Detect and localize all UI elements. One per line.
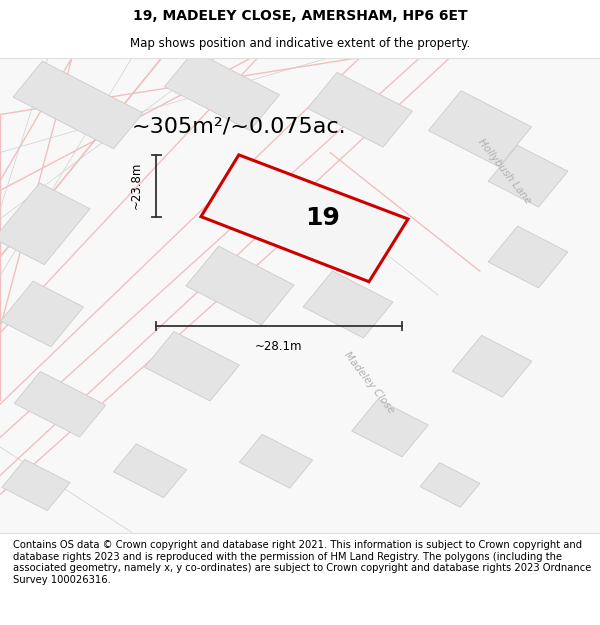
Polygon shape (239, 434, 313, 488)
Polygon shape (2, 459, 70, 511)
Polygon shape (352, 399, 428, 457)
Polygon shape (201, 155, 408, 282)
Text: 19: 19 (305, 206, 340, 230)
Polygon shape (0, 183, 90, 264)
Polygon shape (428, 91, 532, 167)
Polygon shape (303, 271, 393, 338)
Text: Contains OS data © Crown copyright and database right 2021. This information is : Contains OS data © Crown copyright and d… (13, 540, 592, 585)
Text: 19, MADELEY CLOSE, AMERSHAM, HP6 6ET: 19, MADELEY CLOSE, AMERSHAM, HP6 6ET (133, 9, 467, 23)
Polygon shape (308, 72, 412, 147)
Polygon shape (1, 281, 83, 347)
Polygon shape (164, 51, 280, 131)
Polygon shape (488, 226, 568, 288)
Polygon shape (420, 462, 480, 508)
Text: Madeley Close: Madeley Close (342, 350, 396, 416)
Polygon shape (14, 371, 106, 437)
Text: Map shows position and indicative extent of the property.: Map shows position and indicative extent… (130, 37, 470, 49)
Polygon shape (145, 331, 239, 401)
Polygon shape (113, 444, 187, 498)
Polygon shape (452, 336, 532, 397)
Text: ~23.8m: ~23.8m (130, 162, 143, 209)
Polygon shape (488, 146, 568, 207)
Polygon shape (186, 246, 294, 325)
Text: Hollybush Lane: Hollybush Lane (476, 137, 532, 206)
Polygon shape (13, 61, 143, 149)
Text: ~305m²/~0.075ac.: ~305m²/~0.075ac. (132, 116, 347, 136)
Text: ~28.1m: ~28.1m (255, 340, 303, 353)
